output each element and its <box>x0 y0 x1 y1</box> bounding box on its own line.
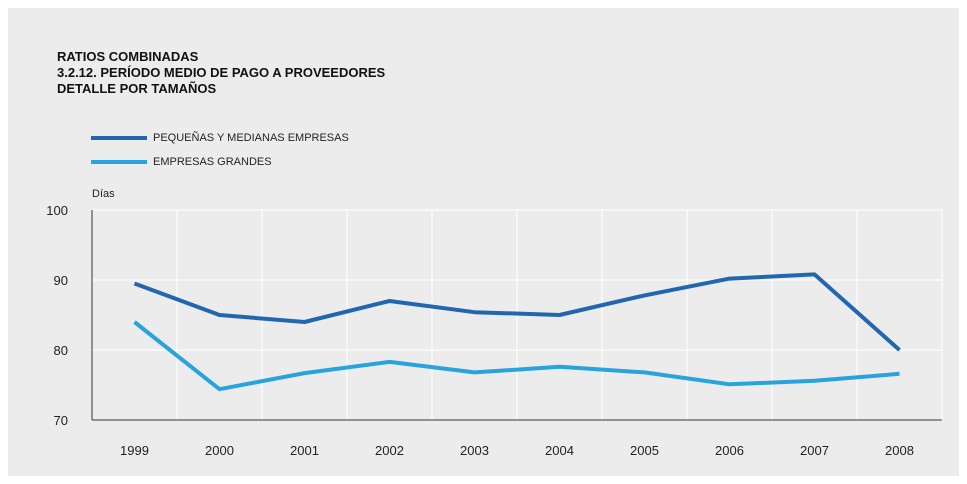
series-line-1 <box>133 320 900 392</box>
legend-swatch-pymes <box>91 136 147 140</box>
x-tick-label-2006: 2006 <box>715 443 744 458</box>
chart-title-line-3: DETALLE POR TAMAÑOS <box>57 81 217 96</box>
legend-label-pymes: PEQUEÑAS Y MEDIANAS EMPRESAS <box>153 132 349 144</box>
x-tick-label-2000: 2000 <box>205 443 234 458</box>
x-tick-label-2004: 2004 <box>545 443 574 458</box>
chart-title-line-2: 3.2.12. PERÍODO MEDIO DE PAGO A PROVEEDO… <box>57 65 386 80</box>
legend-label-grandes: EMPRESAS GRANDES <box>153 156 272 168</box>
y-tick-label-100: 100 <box>46 203 68 218</box>
chart-panel <box>8 8 959 476</box>
y-tick-label-80: 80 <box>54 343 68 358</box>
x-tick-label-2008: 2008 <box>885 443 914 458</box>
x-tick-label-2002: 2002 <box>375 443 404 458</box>
series-line-0 <box>133 272 901 352</box>
y-axis-label: Días <box>92 188 115 200</box>
y-tick-label-70: 70 <box>54 413 68 428</box>
x-tick-label-2007: 2007 <box>800 443 829 458</box>
x-tick-label-2001: 2001 <box>290 443 319 458</box>
y-tick-label-90: 90 <box>54 273 68 288</box>
x-tick-label-2003: 2003 <box>460 443 489 458</box>
legend-swatch-grandes <box>91 160 147 164</box>
x-tick-label-1999: 1999 <box>120 443 149 458</box>
x-tick-label-2005: 2005 <box>630 443 659 458</box>
chart-title-line-1: RATIOS COMBINADAS <box>57 49 199 64</box>
